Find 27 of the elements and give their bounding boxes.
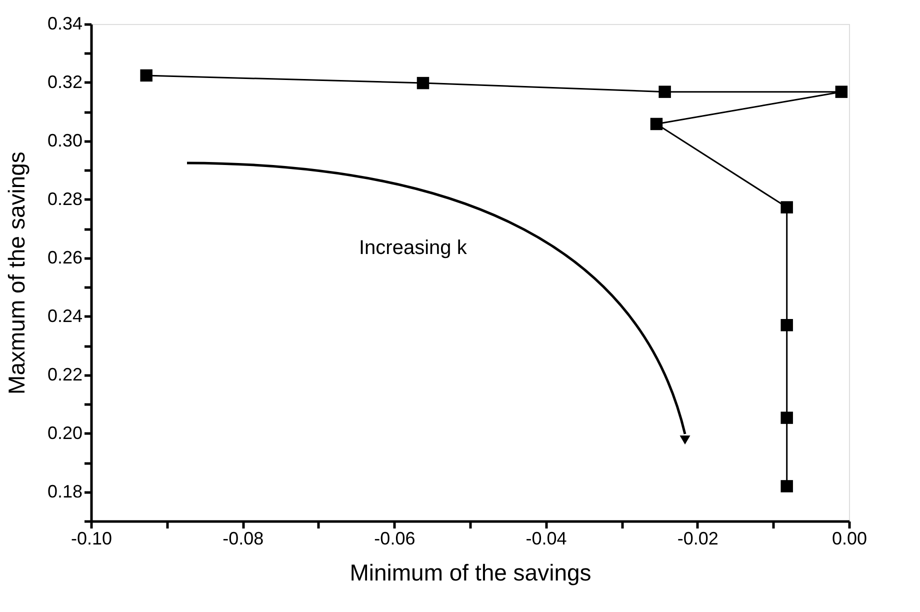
- y-tick-label: 0.20: [47, 422, 82, 443]
- y-tick-label: 0.32: [47, 72, 82, 92]
- point: [780, 480, 793, 492]
- point: [416, 76, 430, 90]
- x-axis-title: Minimum of the savings: [350, 560, 592, 586]
- x-tick-label: -0.02: [677, 528, 718, 548]
- y-tick-label: 0.26: [47, 247, 82, 268]
- point: [140, 69, 152, 82]
- y-tick-label: 0.34: [47, 14, 82, 34]
- y-axis-title: Maxmum of the savings: [3, 152, 30, 394]
- y-tick-label: 0.18: [47, 481, 82, 502]
- y-tick-label: 0.24: [47, 306, 82, 326]
- point: [650, 118, 663, 130]
- point: [780, 319, 793, 332]
- point: [658, 86, 671, 98]
- point: [835, 86, 848, 98]
- point: [780, 412, 793, 424]
- x-tick-label: 0.00: [832, 528, 868, 548]
- x-tick-label: -0.04: [526, 528, 567, 548]
- x-tick-label: -0.06: [374, 528, 416, 548]
- x-tick-label: -0.10: [70, 528, 112, 548]
- point: [780, 201, 793, 214]
- y-tick-label: 0.28: [47, 188, 82, 209]
- y-tick-label: 0.30: [47, 130, 82, 150]
- annotation: Increasing k: [359, 237, 468, 259]
- y-tick-label: 0.22: [47, 364, 82, 384]
- x-tick-label: -0.08: [222, 528, 264, 548]
